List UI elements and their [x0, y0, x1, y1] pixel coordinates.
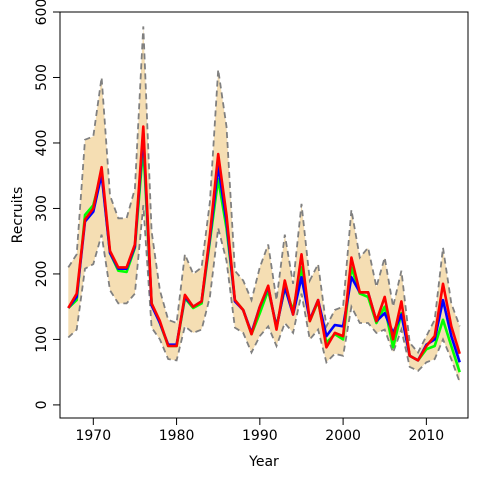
y-tick-label: 200 — [34, 261, 50, 288]
x-tick-label: 1980 — [159, 428, 195, 444]
y-tick-label: 400 — [34, 130, 50, 157]
plot-layer — [67, 26, 461, 383]
y-tick-label: 0 — [34, 400, 50, 409]
y-tick-label: 600 — [34, 0, 50, 25]
y-tick-label: 300 — [34, 195, 50, 222]
series-line-3 — [67, 125, 461, 362]
x-tick-label: 1970 — [75, 428, 111, 444]
y-axis-title: Recruits — [10, 187, 26, 244]
band-upper-line — [67, 26, 461, 355]
y-tick-label: 100 — [34, 326, 50, 353]
axes-layer: 1970 1980 1990 2000 2010 0 100 200 300 400 500 600 — [34, 0, 444, 444]
x-tick-label: 2000 — [325, 428, 361, 444]
x-axis-title: Year — [248, 454, 279, 470]
x-tick-label: 1990 — [242, 428, 278, 444]
plot-frame — [59, 11, 469, 419]
y-tick-label: 500 — [34, 64, 50, 91]
band-lower-line — [67, 205, 461, 383]
x-tick-label: 2010 — [409, 428, 445, 444]
